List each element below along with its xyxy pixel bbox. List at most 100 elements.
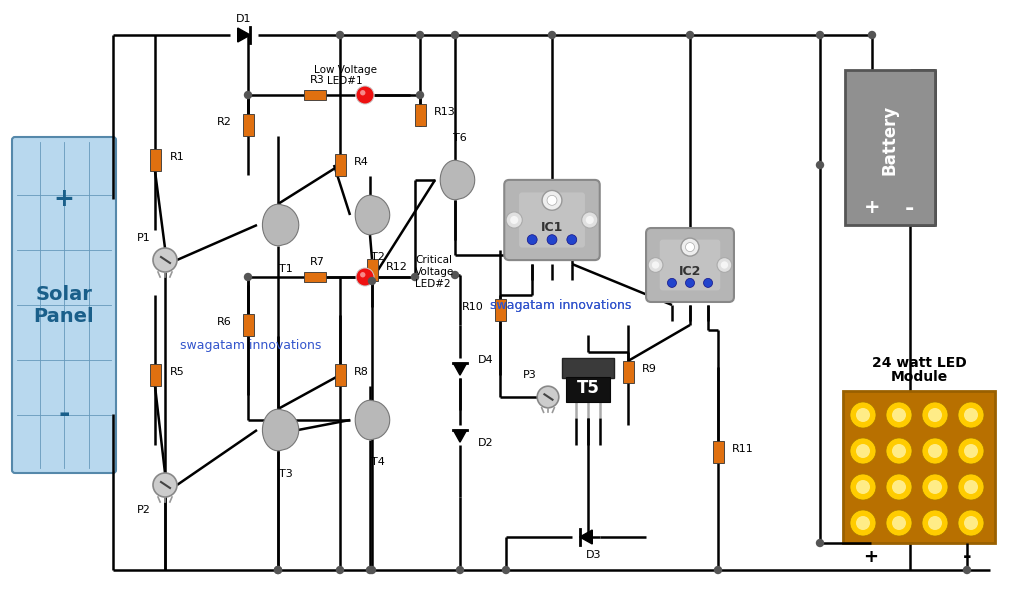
- Circle shape: [452, 31, 459, 39]
- Polygon shape: [454, 363, 467, 375]
- Circle shape: [715, 566, 722, 574]
- Circle shape: [964, 566, 971, 574]
- Bar: [150, 149, 161, 171]
- Text: P3: P3: [523, 370, 537, 380]
- Circle shape: [681, 238, 699, 256]
- Circle shape: [856, 444, 870, 458]
- Circle shape: [850, 438, 876, 464]
- Circle shape: [503, 566, 510, 574]
- Bar: [561, 357, 614, 378]
- Text: IC1: IC1: [541, 221, 563, 234]
- Polygon shape: [355, 195, 390, 235]
- Circle shape: [928, 444, 942, 458]
- Circle shape: [542, 191, 562, 210]
- Circle shape: [369, 277, 376, 285]
- Circle shape: [274, 566, 282, 574]
- Bar: [150, 364, 161, 386]
- Text: R8: R8: [354, 367, 369, 377]
- Circle shape: [567, 235, 577, 245]
- Text: swagatam innovations: swagatam innovations: [490, 298, 632, 312]
- Text: -: -: [58, 400, 70, 428]
- Text: D2: D2: [478, 438, 494, 448]
- Bar: [623, 361, 634, 383]
- Circle shape: [964, 516, 978, 530]
- Text: R2: R2: [217, 117, 232, 127]
- Circle shape: [856, 516, 870, 530]
- Text: T1: T1: [280, 264, 293, 274]
- Circle shape: [964, 408, 978, 422]
- Bar: [415, 104, 426, 126]
- Circle shape: [868, 31, 876, 39]
- Bar: [713, 441, 724, 463]
- Circle shape: [685, 242, 694, 252]
- Bar: [495, 299, 506, 321]
- Text: T6: T6: [454, 133, 467, 143]
- Circle shape: [356, 268, 374, 286]
- Circle shape: [816, 162, 823, 169]
- Circle shape: [703, 279, 713, 287]
- Polygon shape: [262, 409, 299, 451]
- FancyBboxPatch shape: [504, 180, 600, 260]
- Bar: [304, 90, 326, 100]
- Circle shape: [356, 86, 374, 104]
- Bar: [243, 314, 254, 336]
- Circle shape: [685, 279, 694, 287]
- Circle shape: [652, 261, 659, 269]
- Bar: [335, 154, 345, 176]
- Text: P1: P1: [137, 233, 151, 243]
- Circle shape: [850, 510, 876, 536]
- Text: -: -: [905, 199, 914, 219]
- Circle shape: [928, 408, 942, 422]
- Text: swagatam innovations: swagatam innovations: [180, 338, 322, 352]
- Circle shape: [648, 258, 663, 272]
- Text: T5: T5: [577, 379, 599, 397]
- Circle shape: [922, 402, 948, 428]
- Text: Low Voltage: Low Voltage: [313, 65, 377, 75]
- Polygon shape: [454, 430, 467, 442]
- Bar: [243, 114, 254, 136]
- Circle shape: [668, 279, 677, 287]
- Circle shape: [586, 216, 594, 224]
- Circle shape: [547, 235, 557, 245]
- Text: R9: R9: [642, 364, 656, 374]
- Circle shape: [360, 90, 366, 95]
- FancyBboxPatch shape: [659, 240, 720, 290]
- Circle shape: [457, 566, 464, 574]
- Text: +: +: [863, 548, 879, 566]
- Circle shape: [452, 271, 459, 279]
- Polygon shape: [262, 204, 299, 246]
- Circle shape: [506, 212, 522, 228]
- Circle shape: [928, 516, 942, 530]
- Text: LED#1: LED#1: [328, 76, 362, 86]
- Text: P2: P2: [137, 505, 151, 515]
- Circle shape: [538, 386, 559, 408]
- Text: R12: R12: [386, 262, 408, 272]
- Circle shape: [417, 92, 424, 98]
- Circle shape: [367, 566, 374, 574]
- Text: R7: R7: [309, 257, 325, 267]
- Text: IC2: IC2: [679, 265, 701, 278]
- Circle shape: [549, 31, 555, 39]
- Circle shape: [417, 31, 424, 39]
- Circle shape: [510, 216, 518, 224]
- Circle shape: [892, 480, 906, 494]
- Circle shape: [892, 408, 906, 422]
- Circle shape: [582, 212, 598, 228]
- Text: Solar
Panel: Solar Panel: [34, 285, 94, 325]
- Text: R11: R11: [732, 444, 754, 454]
- Circle shape: [527, 235, 538, 245]
- Circle shape: [922, 438, 948, 464]
- FancyBboxPatch shape: [12, 137, 116, 473]
- Bar: [845, 70, 935, 225]
- FancyBboxPatch shape: [646, 228, 734, 302]
- Circle shape: [153, 248, 177, 272]
- Text: R1: R1: [170, 152, 184, 162]
- Text: Critical
Voltage
LED#2: Critical Voltage LED#2: [415, 255, 455, 288]
- Circle shape: [547, 196, 557, 205]
- Text: T2: T2: [371, 252, 385, 262]
- Circle shape: [717, 258, 732, 272]
- Text: swagatam innovations: swagatam innovations: [490, 298, 632, 312]
- Circle shape: [816, 539, 823, 547]
- Circle shape: [360, 272, 366, 277]
- Circle shape: [922, 510, 948, 536]
